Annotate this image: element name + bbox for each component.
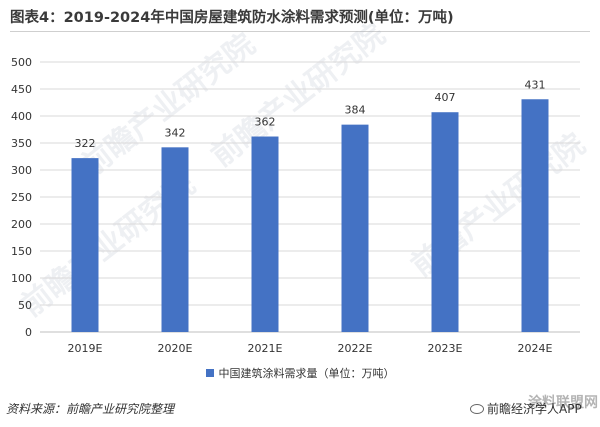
y-tick-label: 500 <box>11 56 32 69</box>
y-tick-label: 250 <box>11 191 32 204</box>
y-tick-label: 100 <box>11 272 32 285</box>
bar-value-label: 362 <box>255 116 276 129</box>
y-tick-label: 350 <box>11 137 32 150</box>
legend: 中国建筑涂料需求量（单位：万吨） <box>0 365 600 381</box>
bar-value-label: 322 <box>75 137 96 150</box>
bar <box>161 147 189 332</box>
x-tick-label: 2022E <box>338 342 373 355</box>
bars <box>71 99 549 332</box>
x-tick-label: 2021E <box>248 342 283 355</box>
x-tick-label: 2024E <box>518 342 553 355</box>
x-tick-label: 2020E <box>158 342 193 355</box>
bar-value-label: 384 <box>345 104 366 117</box>
bar <box>431 112 459 332</box>
brand-label: 前瞻经济学人APP <box>487 402 582 416</box>
y-tick-label: 400 <box>11 110 32 123</box>
bar-value-label: 342 <box>165 126 186 139</box>
chart-title: 图表4：2019-2024年中国房屋建筑防水涂料需求预测(单位：万吨) <box>10 10 454 26</box>
x-tick-label: 2023E <box>428 342 463 355</box>
y-tick-label: 150 <box>11 245 32 258</box>
brand: 前瞻经济学人APP <box>470 400 582 417</box>
source-note: 资料来源：前瞻产业研究院整理 <box>6 402 175 416</box>
title-divider <box>10 31 590 32</box>
bar-value-label: 407 <box>435 91 456 104</box>
y-tick-label: 0 <box>25 326 32 339</box>
legend-swatch <box>205 369 214 377</box>
y-tick-label: 200 <box>11 218 32 231</box>
y-tick-label: 300 <box>11 164 32 177</box>
bar <box>71 158 99 332</box>
wechat-icon <box>470 403 484 414</box>
legend-label: 中国建筑涂料需求量（单位：万吨） <box>218 367 395 380</box>
labels: 0 50 100 150 200 250 300 350 400 450 500 322 2019E 34… <box>11 56 553 355</box>
bar-value-label: 431 <box>525 78 546 91</box>
bar <box>521 99 549 332</box>
bar <box>251 136 279 332</box>
bar <box>341 124 369 332</box>
y-tick-label: 50 <box>18 299 32 312</box>
x-tick-label: 2019E <box>68 342 103 355</box>
y-tick-label: 450 <box>11 83 32 96</box>
grid-lines <box>40 61 580 306</box>
